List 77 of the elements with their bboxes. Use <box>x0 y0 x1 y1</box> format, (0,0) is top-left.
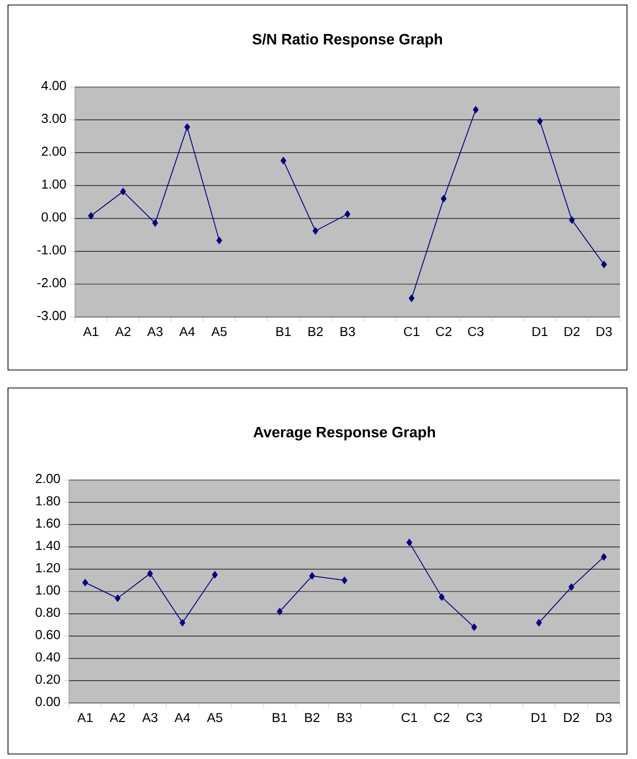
x-tick-label: B3 <box>340 326 355 336</box>
x-tick-label: D3 <box>596 712 612 722</box>
chart-title: S/N Ratio Response Graph <box>252 33 442 48</box>
point <box>569 216 575 224</box>
y-tick-label: 1.80 <box>36 496 60 506</box>
x-tick-label: A4 <box>174 713 190 722</box>
chart-title: Average Response Graph <box>253 426 435 440</box>
y-tick-label: 0.40 <box>36 652 60 662</box>
x-tick-label: A1 <box>77 713 93 722</box>
point <box>120 188 126 196</box>
x-tick-label: B3 <box>338 712 352 722</box>
x-tick-label: A5 <box>206 713 222 722</box>
y-tick-label: 0.60 <box>36 630 60 640</box>
point <box>600 553 607 561</box>
y-tick-label: -2.00 <box>37 278 66 288</box>
point <box>406 538 412 546</box>
point <box>471 624 477 631</box>
x-tick-label: A4 <box>179 327 195 336</box>
point <box>212 571 218 578</box>
y-tick-label: 3.00 <box>42 114 66 123</box>
point <box>88 212 94 220</box>
x-tick-label: D3 <box>596 326 612 336</box>
point <box>312 227 318 235</box>
y-tick-label: -3.00 <box>37 310 66 320</box>
point <box>114 594 120 602</box>
point <box>180 619 186 626</box>
y-tick-label: 0.00 <box>36 696 60 706</box>
y-tick-label: 2.00 <box>42 146 66 156</box>
point <box>152 219 158 227</box>
x-tick-label: B2 <box>308 326 323 336</box>
y-tick-label: 1.60 <box>36 518 60 528</box>
x-tick-label: B1 <box>272 713 287 722</box>
point <box>342 576 348 584</box>
y-tick-label: 0.20 <box>36 674 60 684</box>
point <box>280 156 286 164</box>
y-tick-label: 1.20 <box>36 563 60 572</box>
y-tick-label: 0.00 <box>42 212 66 222</box>
y-tick-label: 2.00 <box>36 474 60 484</box>
x-tick-label: A3 <box>147 326 163 336</box>
x-tick-label: D2 <box>564 712 580 722</box>
point <box>408 294 414 302</box>
point <box>438 593 445 601</box>
x-tick-label: C2 <box>434 712 450 722</box>
y-tick-label: 1.40 <box>36 540 60 550</box>
point <box>82 578 88 586</box>
point <box>601 260 607 268</box>
x-tick-label: C3 <box>466 712 482 722</box>
y-tick-label: 4.00 <box>41 80 66 90</box>
x-tick-label: A1 <box>83 327 98 336</box>
x-tick-label: C3 <box>468 326 484 336</box>
x-tick-label: B1 <box>276 327 291 336</box>
x-tick-label: A2 <box>110 712 125 722</box>
point <box>309 572 315 580</box>
point <box>216 236 222 244</box>
x-tick-label: A3 <box>142 712 158 722</box>
x-tick-label: D1 <box>532 713 547 722</box>
x-tick-label: B2 <box>305 712 320 722</box>
y-tick-label: -1.00 <box>37 245 66 254</box>
point <box>147 570 153 578</box>
point <box>537 118 543 125</box>
point <box>184 123 190 131</box>
point <box>568 583 574 591</box>
y-tick-label: 1.00 <box>36 585 60 595</box>
x-tick-label: C1 <box>404 326 420 336</box>
point <box>536 619 542 626</box>
y-tick-label: 0.80 <box>36 608 60 617</box>
point <box>344 210 350 218</box>
y-tick-label: 1.00 <box>42 179 66 189</box>
x-tick-label: A5 <box>211 327 227 336</box>
x-tick-label: D2 <box>564 326 580 336</box>
x-tick-label: C1 <box>402 712 418 722</box>
x-tick-label: C2 <box>436 326 452 336</box>
point <box>276 608 283 616</box>
point <box>472 106 479 114</box>
x-tick-label: D1 <box>532 327 548 336</box>
point <box>440 195 447 202</box>
x-tick-label: A2 <box>115 326 130 336</box>
